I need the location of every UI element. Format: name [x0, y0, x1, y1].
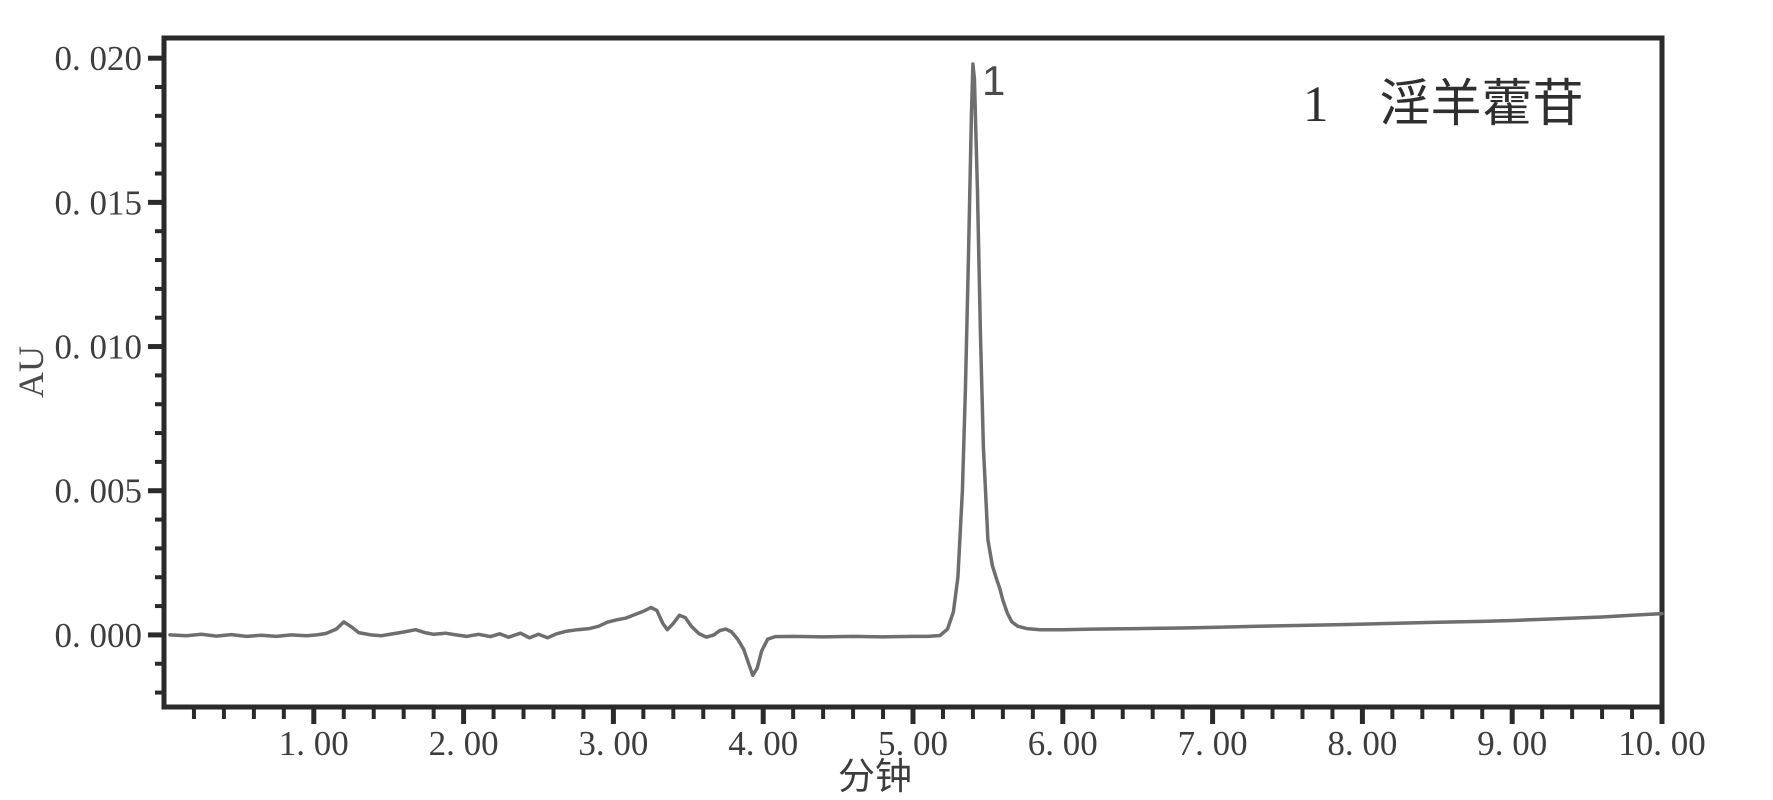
x-tick-label: 7. 00: [1178, 724, 1248, 763]
chromatogram-trace: [168, 62, 1664, 678]
x-tick-label: 2. 00: [429, 724, 499, 763]
x-tick-label: 6. 00: [1028, 724, 1098, 763]
y-tick-label: 0. 020: [55, 39, 143, 78]
y-tick-label: 0. 010: [55, 328, 143, 367]
x-tick-label: 8. 00: [1327, 724, 1397, 763]
x-tick-label: 3. 00: [578, 724, 648, 763]
y-tick-label: 0. 000: [55, 616, 143, 655]
y-tick-label: 0. 005: [55, 472, 143, 511]
x-axis-label: 分钟: [838, 756, 912, 797]
x-tick-label: 5. 00: [878, 724, 948, 763]
x-tick-label: 4. 00: [728, 724, 798, 763]
legend-peak-1: 1 淫羊藿苷: [1303, 77, 1584, 133]
y-tick-label: 0. 015: [55, 183, 143, 222]
y-axis-label: AU: [11, 346, 51, 398]
plot-frame: [161, 35, 1665, 710]
x-tick-label: 1. 00: [279, 724, 349, 763]
x-tick-label: 10. 00: [1618, 724, 1706, 763]
peak-1-annotation: 1: [982, 57, 1006, 104]
x-tick-label: 9. 00: [1477, 724, 1547, 763]
